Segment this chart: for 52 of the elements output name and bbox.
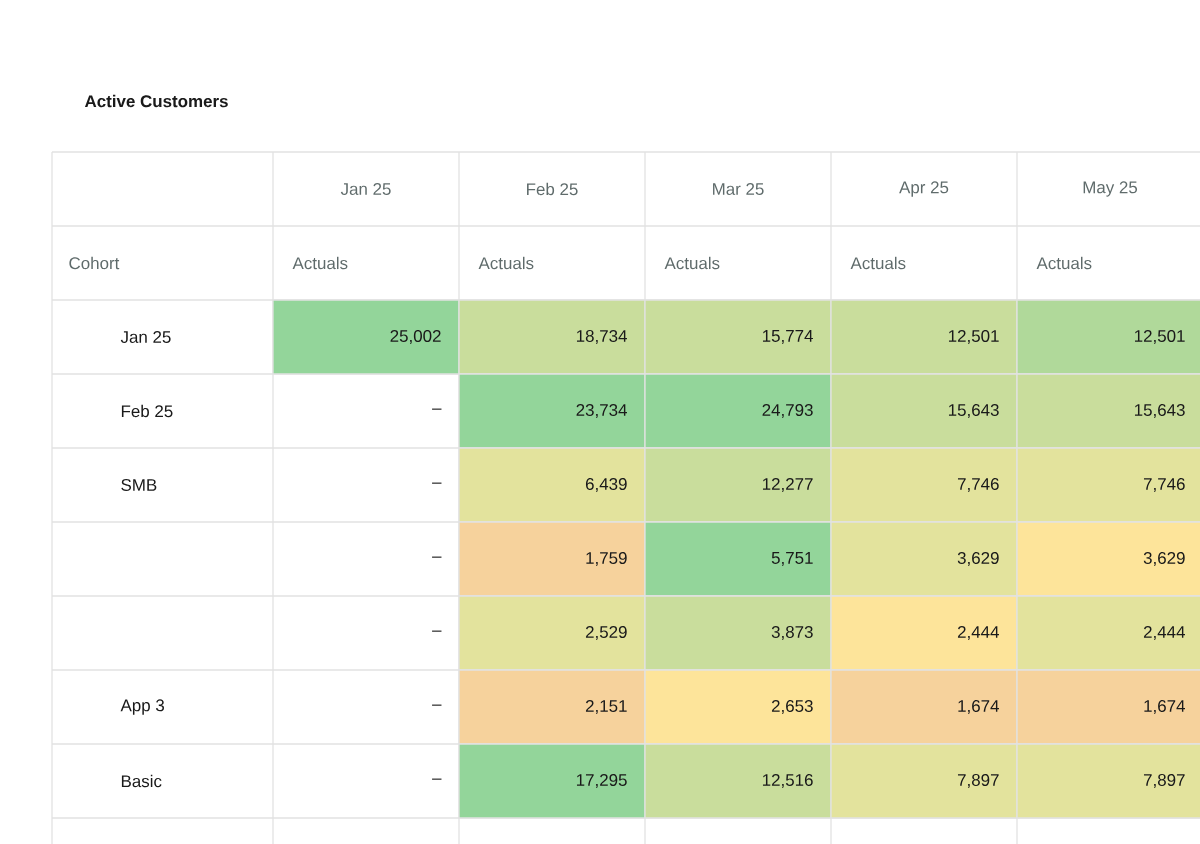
data-label: 7,746	[957, 478, 999, 493]
x-tick-label: Feb 25	[527, 182, 578, 196]
text: Actuals	[478, 256, 534, 270]
text: –	[432, 408, 442, 410]
y-axis-title: Cohort	[69, 256, 120, 270]
data-label: 7,897	[957, 774, 999, 789]
data-label: 5,751	[771, 552, 813, 566]
data-label: 12,501	[1134, 330, 1185, 345]
data-label: 23,734	[576, 404, 627, 419]
text: –	[432, 630, 442, 632]
data-label: 6,439	[585, 478, 627, 493]
text: –	[432, 482, 442, 484]
text: Actuals	[664, 256, 720, 270]
y-tick-label: Basic	[121, 774, 162, 788]
data-label: 7,897	[1143, 774, 1185, 789]
data-label: 3,629	[957, 552, 999, 567]
data-label: 2,444	[1143, 626, 1185, 641]
data-label: 15,774	[762, 330, 813, 344]
text: –	[432, 704, 442, 706]
text: –	[432, 778, 442, 780]
data-label: 3,629	[1143, 552, 1185, 567]
y-tick-label: Jan 25	[120, 331, 171, 344]
data-label: 2,653	[771, 700, 813, 715]
data-label: 15,643	[948, 404, 999, 419]
data-label: 7,746	[1143, 478, 1185, 493]
data-label: 1,759	[586, 552, 627, 567]
data-label: 15,643	[1134, 404, 1185, 419]
text: Actuals	[1036, 256, 1092, 270]
data-label: 2,444	[957, 626, 999, 641]
data-label: 25,002	[390, 330, 441, 345]
x-tick-label: Apr 25	[899, 181, 949, 197]
text: Actuals	[850, 256, 906, 270]
data-label: 24,793	[762, 404, 813, 419]
y-tick-label: SMB	[121, 479, 157, 492]
data-label: 1,674	[1144, 700, 1185, 715]
x-tick-label: Mar 25	[713, 183, 764, 195]
data-label: 12,277	[762, 478, 813, 493]
data-label: 2,151	[585, 700, 627, 715]
data-label: 2,529	[585, 626, 627, 641]
text: –	[432, 556, 442, 558]
chart-title: Active Customers	[84, 94, 228, 108]
y-tick-label: App 3	[120, 699, 165, 715]
x-tick-label: Jan 25	[340, 183, 391, 195]
data-label: 12,501	[948, 330, 999, 345]
x-tick-label: May 25	[1083, 181, 1138, 197]
y-tick-label: Feb 25	[121, 404, 173, 418]
data-label: 17,295	[576, 774, 627, 789]
x-axis-title: Actuals	[292, 256, 348, 270]
data-label: 18,734	[576, 330, 627, 345]
data-label: 1,674	[958, 700, 999, 715]
data-label: 12,516	[762, 774, 813, 789]
data-label: 3,873	[771, 626, 813, 641]
